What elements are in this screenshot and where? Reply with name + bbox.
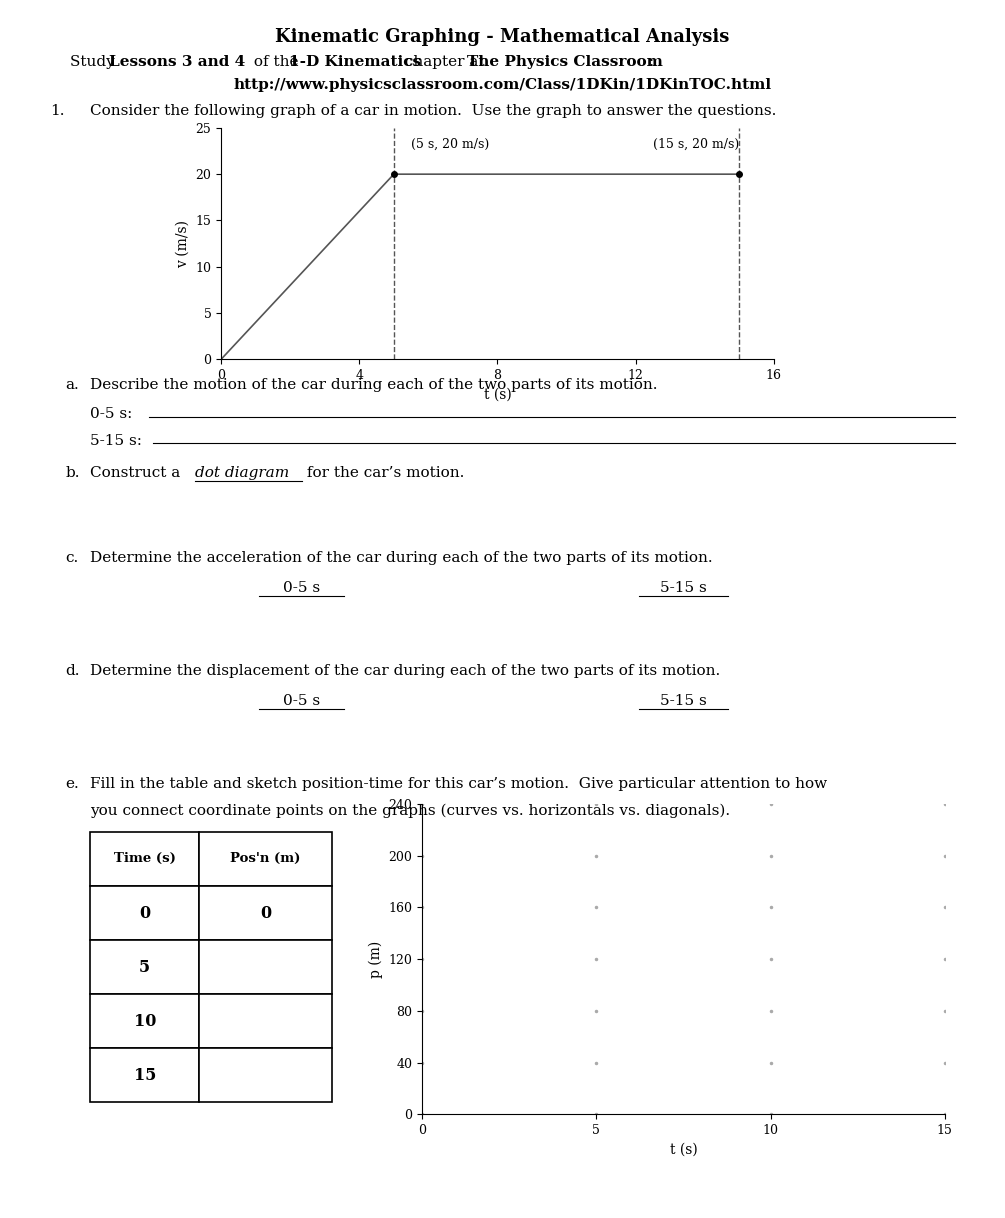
Text: c.: c. bbox=[65, 551, 78, 564]
Text: for the car’s motion.: for the car’s motion. bbox=[302, 466, 464, 480]
Bar bbox=[199, 832, 332, 885]
Text: (15 s, 20 m/s): (15 s, 20 m/s) bbox=[653, 138, 740, 151]
Text: Determine the acceleration of the car during each of the two parts of its motion: Determine the acceleration of the car du… bbox=[90, 551, 714, 564]
Text: Consider the following graph of a car in motion.  Use the graph to answer the qu: Consider the following graph of a car in… bbox=[90, 104, 777, 117]
Text: Lessons 3 and 4: Lessons 3 and 4 bbox=[109, 55, 245, 68]
Text: 1-D Kinematics: 1-D Kinematics bbox=[289, 55, 421, 68]
Text: a.: a. bbox=[65, 378, 79, 391]
Text: e.: e. bbox=[65, 777, 79, 790]
Text: :: : bbox=[648, 55, 653, 68]
Y-axis label: p (m): p (m) bbox=[369, 940, 383, 978]
Text: you connect coordinate points on the graphs (curves vs. horizontals vs. diagonal: you connect coordinate points on the gra… bbox=[90, 804, 731, 818]
Text: Determine the displacement of the car during each of the two parts of its motion: Determine the displacement of the car du… bbox=[90, 664, 721, 677]
Text: 0: 0 bbox=[259, 905, 271, 922]
Text: Time (s): Time (s) bbox=[114, 853, 176, 866]
Text: 5: 5 bbox=[139, 959, 151, 976]
Text: 5-15 s:: 5-15 s: bbox=[90, 434, 143, 447]
Text: dot diagram: dot diagram bbox=[195, 466, 289, 480]
Text: 0-5 s: 0-5 s bbox=[283, 581, 320, 594]
Text: Pos'n (m): Pos'n (m) bbox=[230, 853, 300, 866]
Text: http://www.physicsclassroom.com/Class/1DKin/1DKinTOC.html: http://www.physicsclassroom.com/Class/1D… bbox=[233, 78, 772, 91]
X-axis label: t (s): t (s) bbox=[483, 387, 512, 402]
Bar bbox=[90, 832, 199, 885]
Text: chapter at: chapter at bbox=[400, 55, 489, 68]
Bar bbox=[199, 940, 332, 994]
X-axis label: t (s): t (s) bbox=[669, 1142, 697, 1157]
Text: 15: 15 bbox=[134, 1067, 156, 1084]
Bar bbox=[199, 994, 332, 1049]
Text: 5-15 s: 5-15 s bbox=[660, 694, 707, 708]
Text: The Physics Classroom: The Physics Classroom bbox=[467, 55, 663, 68]
Text: Fill in the table and sketch position-time for this car’s motion.  Give particul: Fill in the table and sketch position-ti… bbox=[90, 777, 827, 790]
Text: Construct a: Construct a bbox=[90, 466, 186, 480]
Text: 10: 10 bbox=[134, 1012, 156, 1029]
Bar bbox=[90, 994, 199, 1049]
Text: Describe the motion of the car during each of the two parts of its motion.: Describe the motion of the car during ea… bbox=[90, 378, 658, 391]
Text: of the: of the bbox=[249, 55, 304, 68]
Y-axis label: v (m/s): v (m/s) bbox=[176, 219, 190, 268]
Text: (5 s, 20 m/s): (5 s, 20 m/s) bbox=[411, 138, 489, 151]
Bar bbox=[90, 940, 199, 994]
Bar bbox=[199, 1049, 332, 1102]
Text: 0-5 s:: 0-5 s: bbox=[90, 407, 133, 420]
Text: Study: Study bbox=[70, 55, 120, 68]
Text: 0-5 s: 0-5 s bbox=[283, 694, 320, 708]
Text: 0: 0 bbox=[139, 905, 151, 922]
Bar bbox=[90, 1049, 199, 1102]
Text: d.: d. bbox=[65, 664, 79, 677]
Text: 1.: 1. bbox=[50, 104, 64, 117]
Text: b.: b. bbox=[65, 466, 79, 480]
Bar bbox=[199, 885, 332, 940]
Text: Kinematic Graphing - Mathematical Analysis: Kinematic Graphing - Mathematical Analys… bbox=[275, 28, 730, 46]
Text: 5-15 s: 5-15 s bbox=[660, 581, 707, 594]
Bar bbox=[90, 885, 199, 940]
